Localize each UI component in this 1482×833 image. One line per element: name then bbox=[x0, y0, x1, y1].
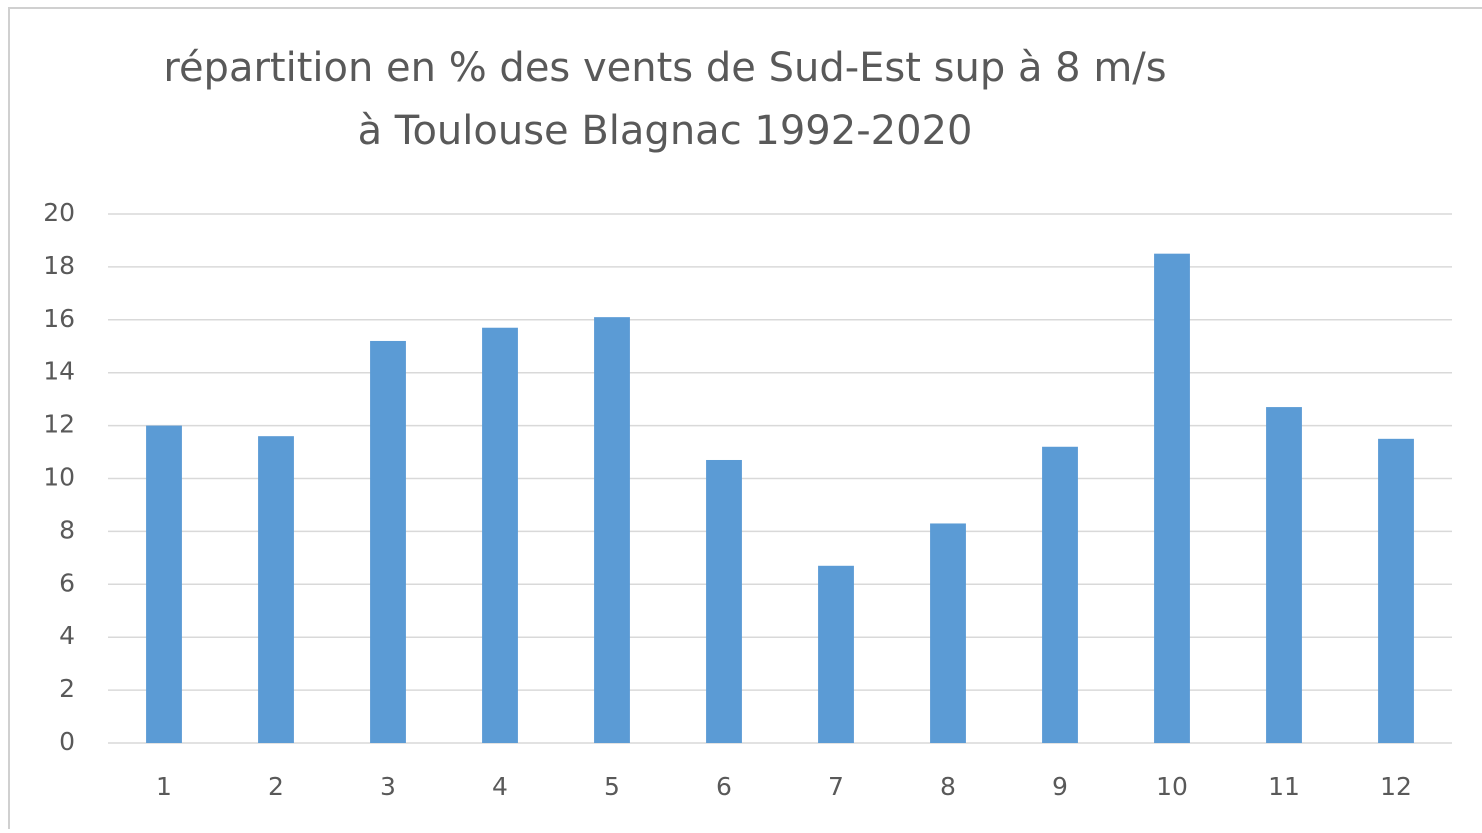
x-tick-label: 7 bbox=[828, 772, 844, 801]
y-tick-label: 20 bbox=[43, 198, 75, 227]
x-tick-label: 10 bbox=[1156, 772, 1188, 801]
x-tick-label: 3 bbox=[380, 772, 396, 801]
bar bbox=[930, 523, 966, 743]
y-tick-label: 2 bbox=[59, 674, 75, 703]
x-tick-label: 11 bbox=[1268, 772, 1300, 801]
y-tick-label: 8 bbox=[59, 515, 75, 544]
y-tick-label: 0 bbox=[59, 727, 75, 756]
bar bbox=[594, 317, 630, 743]
y-tick-label: 6 bbox=[59, 568, 75, 597]
x-tick-label: 6 bbox=[716, 772, 732, 801]
bar bbox=[482, 327, 518, 743]
x-tick-label: 5 bbox=[604, 772, 620, 801]
bar bbox=[1154, 253, 1190, 744]
bar bbox=[818, 565, 854, 743]
bar bbox=[1378, 438, 1414, 743]
y-tick-label: 4 bbox=[59, 621, 75, 650]
x-tick-label: 1 bbox=[156, 772, 172, 801]
y-tick-label: 18 bbox=[43, 251, 75, 280]
y-tick-label: 14 bbox=[43, 357, 75, 386]
x-tick-label: 4 bbox=[492, 772, 508, 801]
x-tick-label: 8 bbox=[940, 772, 956, 801]
x-tick-label: 2 bbox=[268, 772, 284, 801]
bar bbox=[1266, 407, 1302, 743]
bar bbox=[146, 425, 182, 743]
y-tick-label: 12 bbox=[43, 410, 75, 439]
chart-title: à Toulouse Blagnac 1992-2020 bbox=[358, 108, 973, 154]
chart-frame bbox=[8, 7, 1482, 833]
x-tick-label: 9 bbox=[1052, 772, 1068, 801]
bar bbox=[1042, 446, 1078, 743]
bar bbox=[258, 436, 294, 743]
bar bbox=[370, 340, 406, 743]
y-tick-label: 16 bbox=[43, 304, 75, 333]
bar bbox=[706, 459, 742, 743]
chart-title: répartition en % des vents de Sud-Est su… bbox=[163, 45, 1166, 91]
y-tick-label: 10 bbox=[43, 463, 75, 492]
x-tick-label: 12 bbox=[1380, 772, 1412, 801]
